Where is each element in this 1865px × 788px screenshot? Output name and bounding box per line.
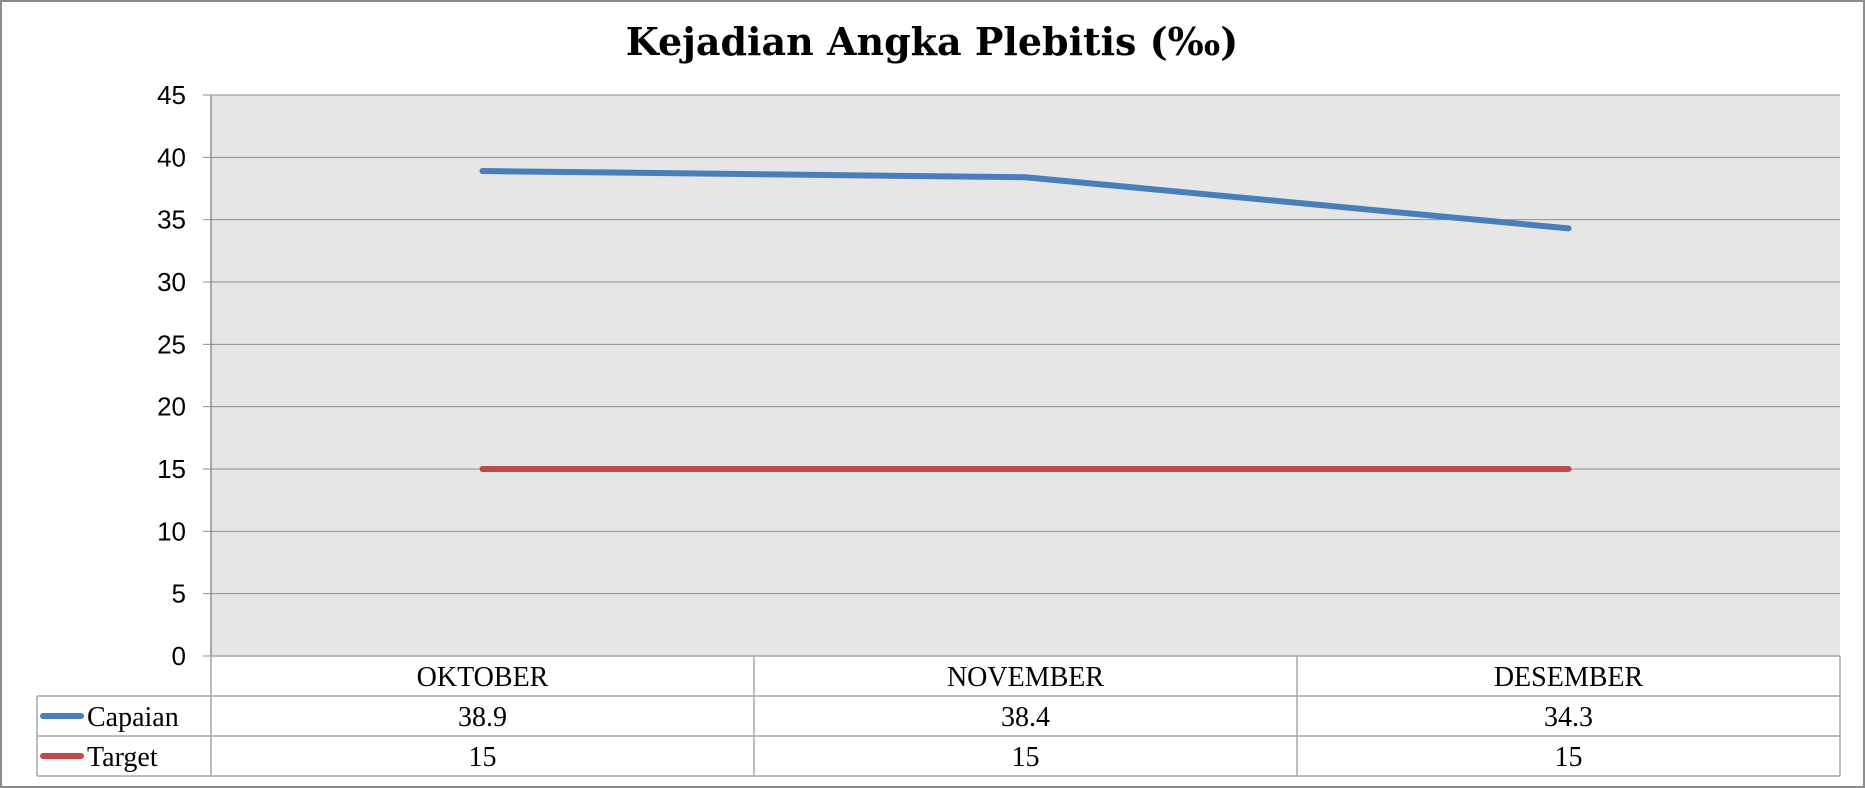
y-tick-label: 25 [157, 329, 186, 359]
y-tick-label: 40 [157, 142, 186, 172]
series-lines [479, 168, 1572, 472]
category-label: DESEMBER [1494, 662, 1644, 693]
plot-area [211, 95, 1840, 656]
data-label: 15 [1012, 742, 1040, 773]
data-label: 15 [1555, 742, 1583, 773]
data-label: 15 [469, 742, 497, 773]
y-tick-label: 20 [157, 392, 186, 422]
data-label: 34.3 [1544, 702, 1593, 733]
y-tick-label: 30 [157, 267, 186, 297]
legend-label-capaian: Capaian [87, 702, 179, 733]
y-tick-label: 45 [157, 80, 186, 110]
y-tick-label: 5 [172, 579, 186, 609]
data-label: 38.4 [1001, 702, 1050, 733]
category-label: NOVEMBER [947, 662, 1104, 693]
y-tick-label: 0 [172, 641, 186, 671]
data-table: OKTOBER NOVEMBER DESEMBER Capaian 38.9 38.4 34… [36, 655, 1841, 777]
y-tick-label: 10 [157, 516, 186, 546]
legend-label-target: Target [87, 742, 158, 773]
category-label: OKTOBER [417, 662, 549, 693]
y-axis: 0 5 10 15 20 25 30 35 40 45 [157, 80, 212, 671]
y-tick-label: 35 [157, 205, 186, 235]
chart-title: Kejadian Angka Plebitis (‰) [626, 19, 1238, 64]
data-label: 38.9 [458, 702, 507, 733]
y-tick-label: 15 [157, 454, 186, 484]
series-line-capaian [479, 168, 1572, 232]
